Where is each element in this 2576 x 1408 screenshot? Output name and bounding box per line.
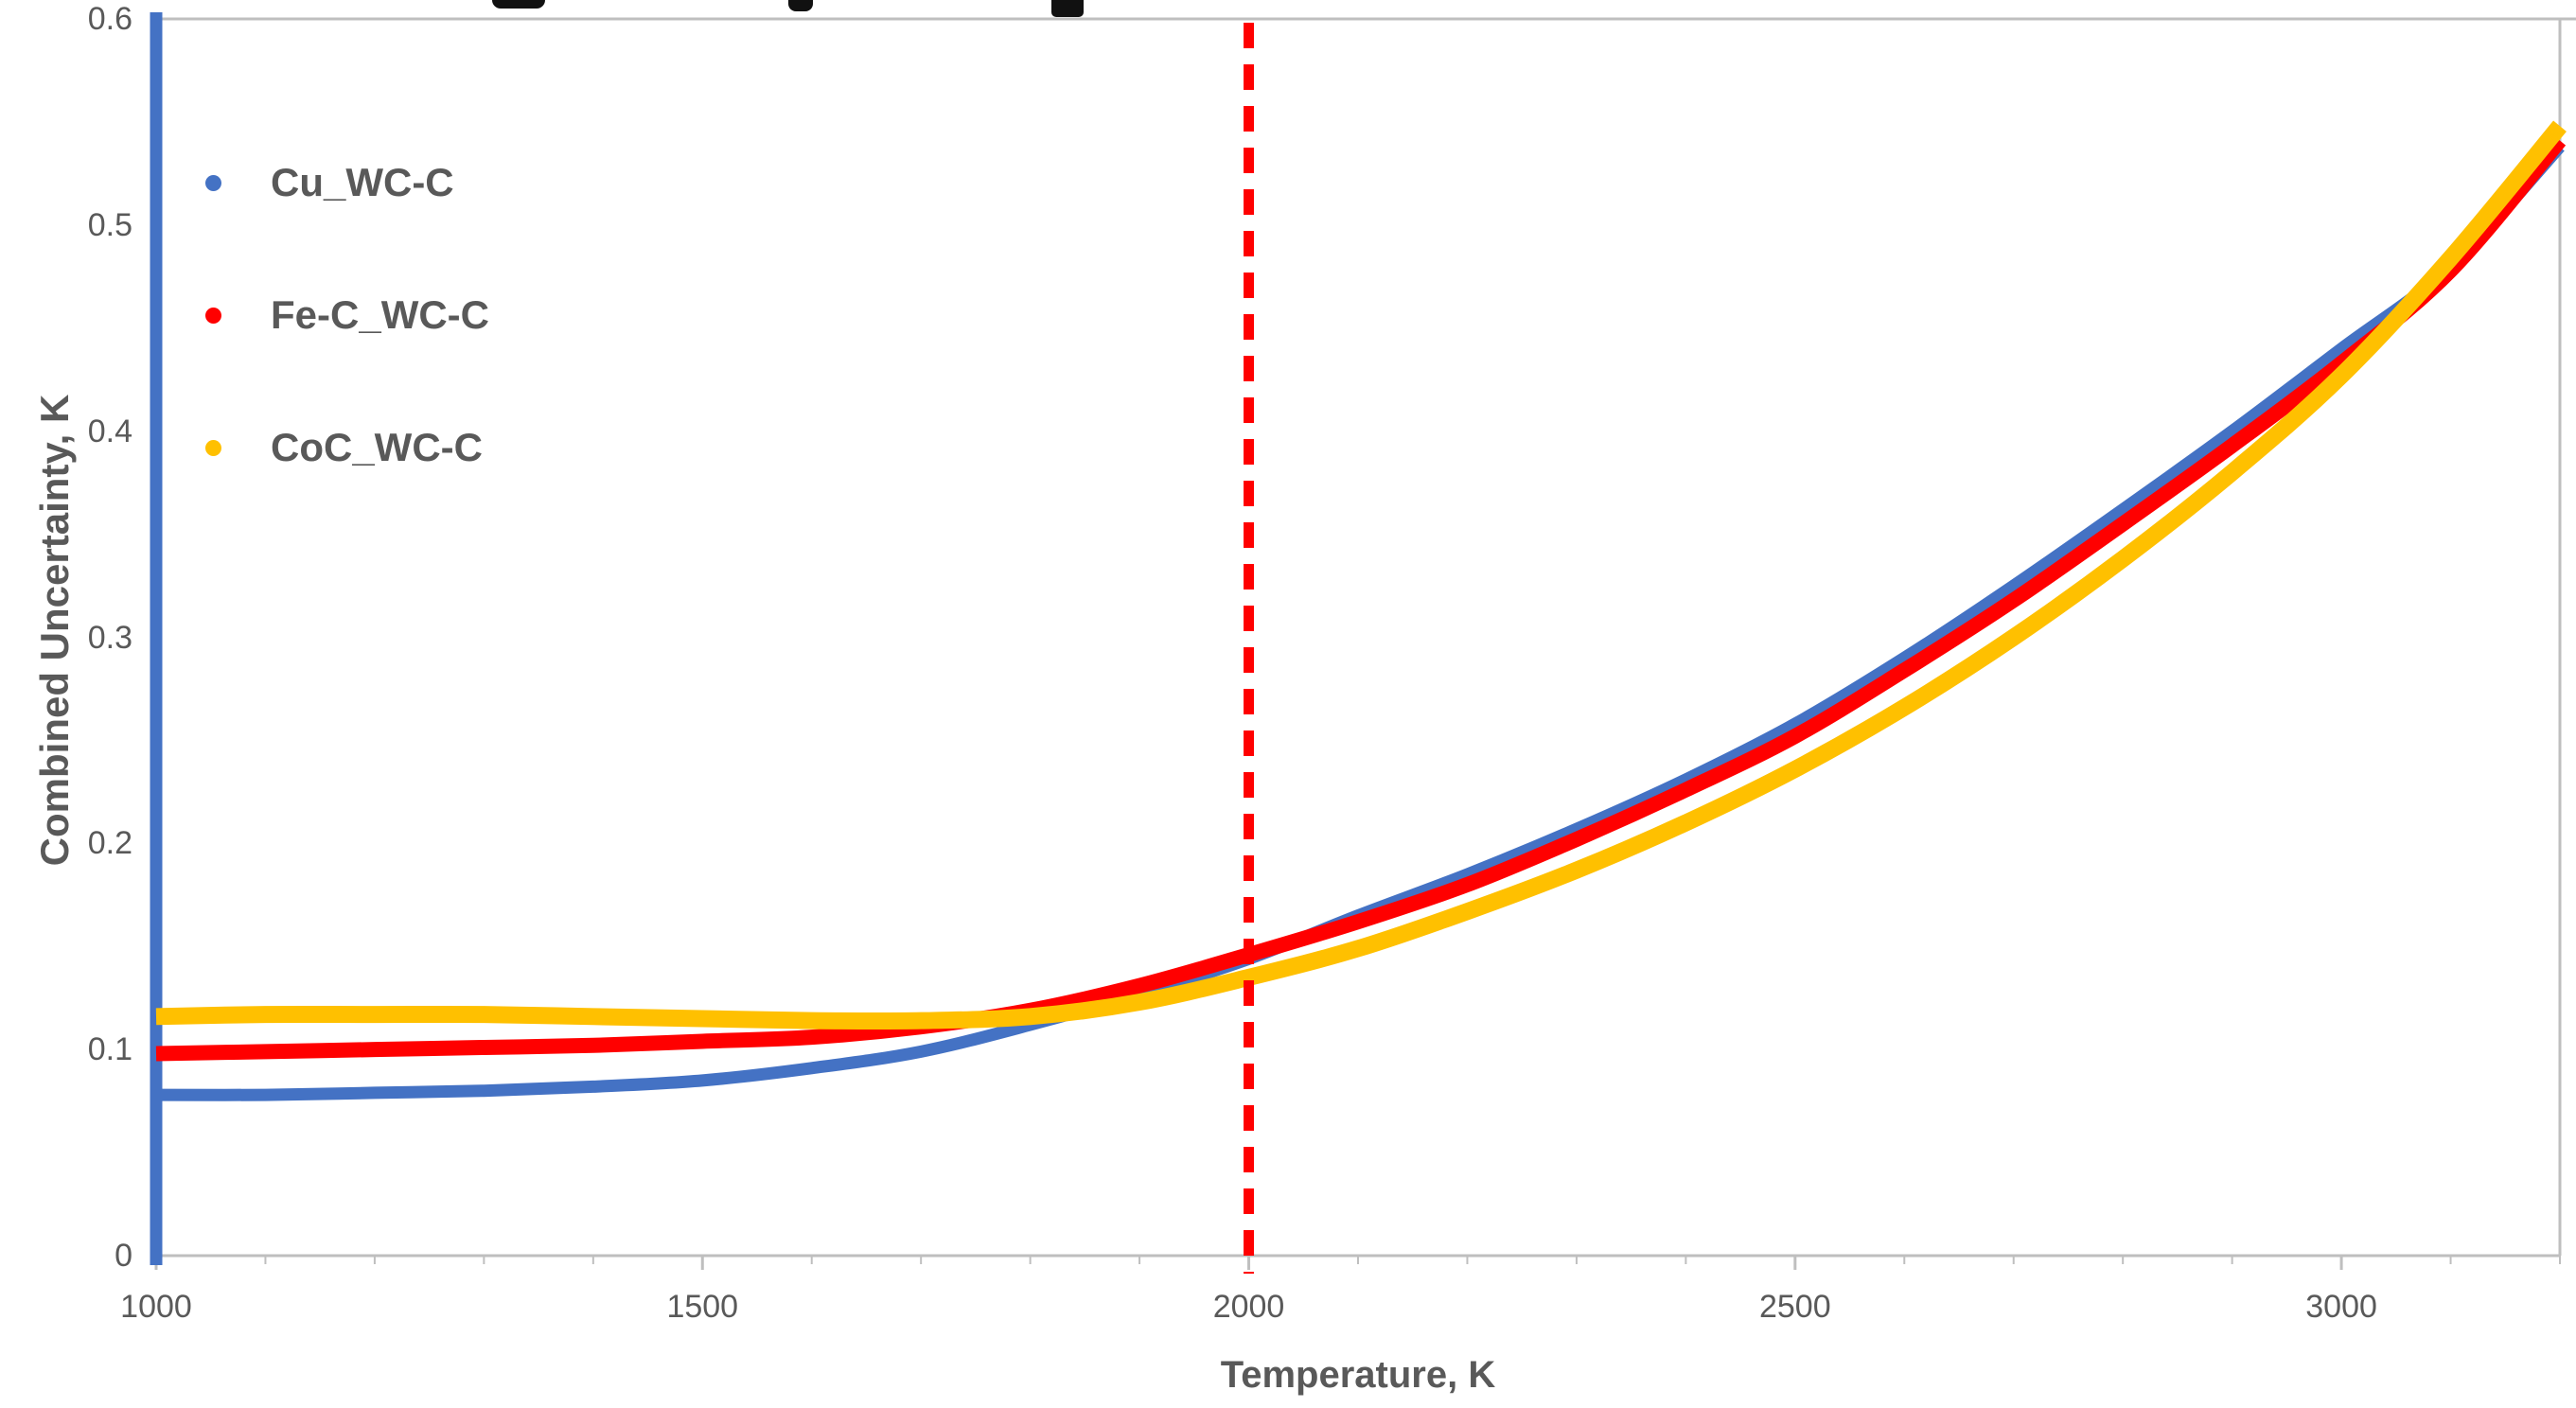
- legend-item-label: CoC_WC-C: [271, 425, 483, 469]
- legend-marker-dot: [205, 174, 221, 191]
- legend-item: Cu_WC-C: [194, 116, 629, 249]
- y-tick-label: 0.5: [87, 206, 132, 243]
- x-tick-label: 1500: [666, 1289, 739, 1325]
- series-line-coc_wc-c: [155, 120, 2567, 1030]
- y-tick-label: 0.6: [87, 1, 132, 37]
- y-axis-title: Combined Uncertainty, K: [32, 394, 77, 867]
- legend-item: CoC_WC-C: [194, 381, 629, 514]
- legend-item: Fe-C_WC-C: [194, 249, 629, 381]
- series-line-cu_wc-c: [155, 142, 2565, 1101]
- y-tick-label: 0.3: [87, 619, 132, 656]
- y-tick-label: 0.2: [87, 825, 132, 862]
- chart-title-descender-fragment: [788, 0, 813, 11]
- legend: Cu_WC-C Fe-C_WC-C CoC_WC-C: [194, 116, 629, 514]
- legend-item-label: Fe-C_WC-C: [271, 292, 489, 337]
- legend-marker-dot: [205, 307, 221, 324]
- x-tick-label: 2000: [1212, 1289, 1285, 1325]
- chart-title-descender-fragment: [1051, 0, 1084, 17]
- legend-item-label: Cu_WC-C: [271, 160, 454, 204]
- y-tick-label: 0.4: [87, 413, 132, 449]
- y-tick-label: 0: [115, 1238, 132, 1274]
- x-axis-title: Temperature, K: [1220, 1354, 1496, 1396]
- series-line-fe-c_wc-c: [155, 135, 2567, 1062]
- y-tick-label: 0.1: [87, 1031, 132, 1068]
- x-tick-label: 2500: [1758, 1289, 1831, 1325]
- x-tick-label: 1000: [120, 1289, 192, 1325]
- chart-title-descender-fragment: [492, 0, 545, 9]
- legend-marker-dot: [205, 439, 221, 456]
- x-tick-label: 3000: [2305, 1289, 2377, 1325]
